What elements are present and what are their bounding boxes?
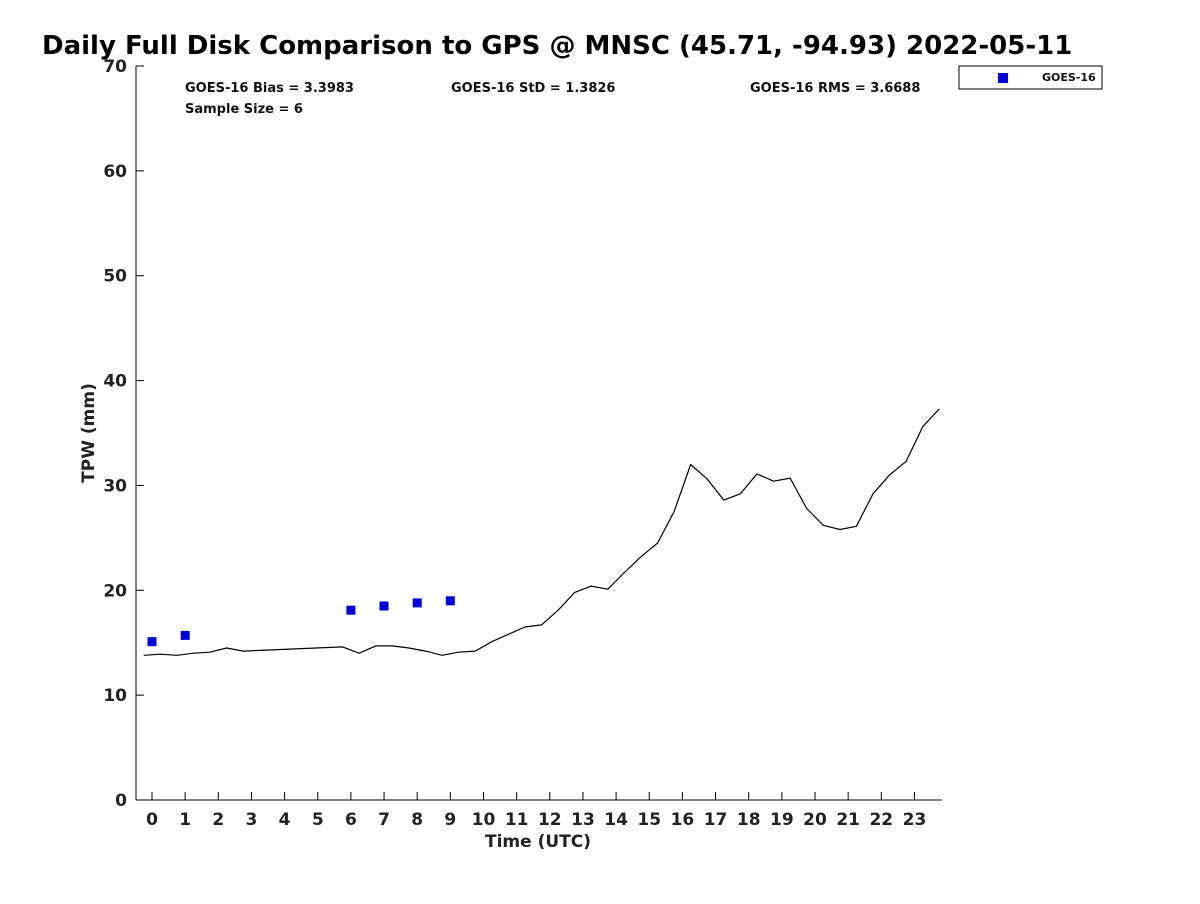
gps-tpw-line: [143, 408, 940, 656]
x-tick-label: 2: [212, 810, 224, 830]
y-tick-label: 50: [103, 267, 127, 287]
x-tick-label: 20: [803, 810, 827, 830]
x-tick-label: 18: [737, 810, 761, 830]
x-tick-label: 23: [903, 810, 927, 830]
y-tick-label: 10: [103, 686, 127, 706]
x-tick-label: 4: [279, 810, 291, 830]
goes16-point: [346, 605, 356, 615]
x-tick-label: 8: [411, 810, 423, 830]
x-tick-label: 10: [472, 810, 496, 830]
goes16-point: [147, 637, 157, 647]
x-tick-label: 19: [770, 810, 794, 830]
x-tick-label: 7: [378, 810, 390, 830]
legend: GOES-16: [958, 65, 1103, 90]
y-axis-label: TPW (mm): [79, 383, 99, 483]
legend-marker: [998, 73, 1008, 83]
goes16-point: [412, 598, 422, 608]
legend-box: [958, 65, 1103, 90]
y-ticks: 0 10 20 30 40 50 60 70: [103, 57, 144, 811]
y-tick-label: 60: [103, 162, 127, 182]
x-tick-label: 3: [246, 810, 258, 830]
y-tick-label: 20: [103, 581, 127, 601]
y-tick-label: 40: [103, 372, 127, 392]
x-tick-label: 15: [637, 810, 661, 830]
chart-title: Daily Full Disk Comparison to GPS @ MNSC…: [42, 31, 1072, 61]
y-tick-label: 0: [115, 791, 127, 811]
series-layer: [143, 408, 940, 656]
goes16-point: [379, 601, 389, 611]
x-tick-label: 5: [312, 810, 324, 830]
x-tick-label: 21: [836, 810, 860, 830]
goes16-point: [445, 596, 455, 606]
bias-stat: GOES-16 Bias = 3.3983: [185, 81, 354, 96]
x-tick-label: 12: [538, 810, 562, 830]
x-tick-label: 14: [604, 810, 628, 830]
rms-stat: GOES-16 RMS = 3.6688: [750, 81, 920, 96]
x-ticks: 0 1 2 3 4 5 6 7 8 9 10 11 12 13 14 15 16 17 18 19 20 21 22 23: [146, 792, 926, 830]
x-tick-label: 1: [179, 810, 191, 830]
x-tick-label: 11: [505, 810, 529, 830]
y-tick-label: 30: [103, 476, 127, 496]
x-tick-label: 6: [345, 810, 357, 830]
legend-label: GOES-16: [1042, 71, 1096, 84]
x-tick-label: 17: [704, 810, 728, 830]
y-tick-label: 70: [103, 57, 127, 77]
x-tick-label: 9: [444, 810, 456, 830]
x-axis-label: Time (UTC): [485, 832, 591, 852]
goes16-point: [180, 630, 190, 640]
x-tick-label: 16: [671, 810, 695, 830]
x-tick-label: 13: [571, 810, 595, 830]
sample-size-stat: Sample Size = 6: [185, 102, 303, 117]
std-stat: GOES-16 StD = 1.3826: [451, 81, 615, 96]
x-tick-label: 22: [869, 810, 893, 830]
x-tick-label: 0: [146, 810, 158, 830]
